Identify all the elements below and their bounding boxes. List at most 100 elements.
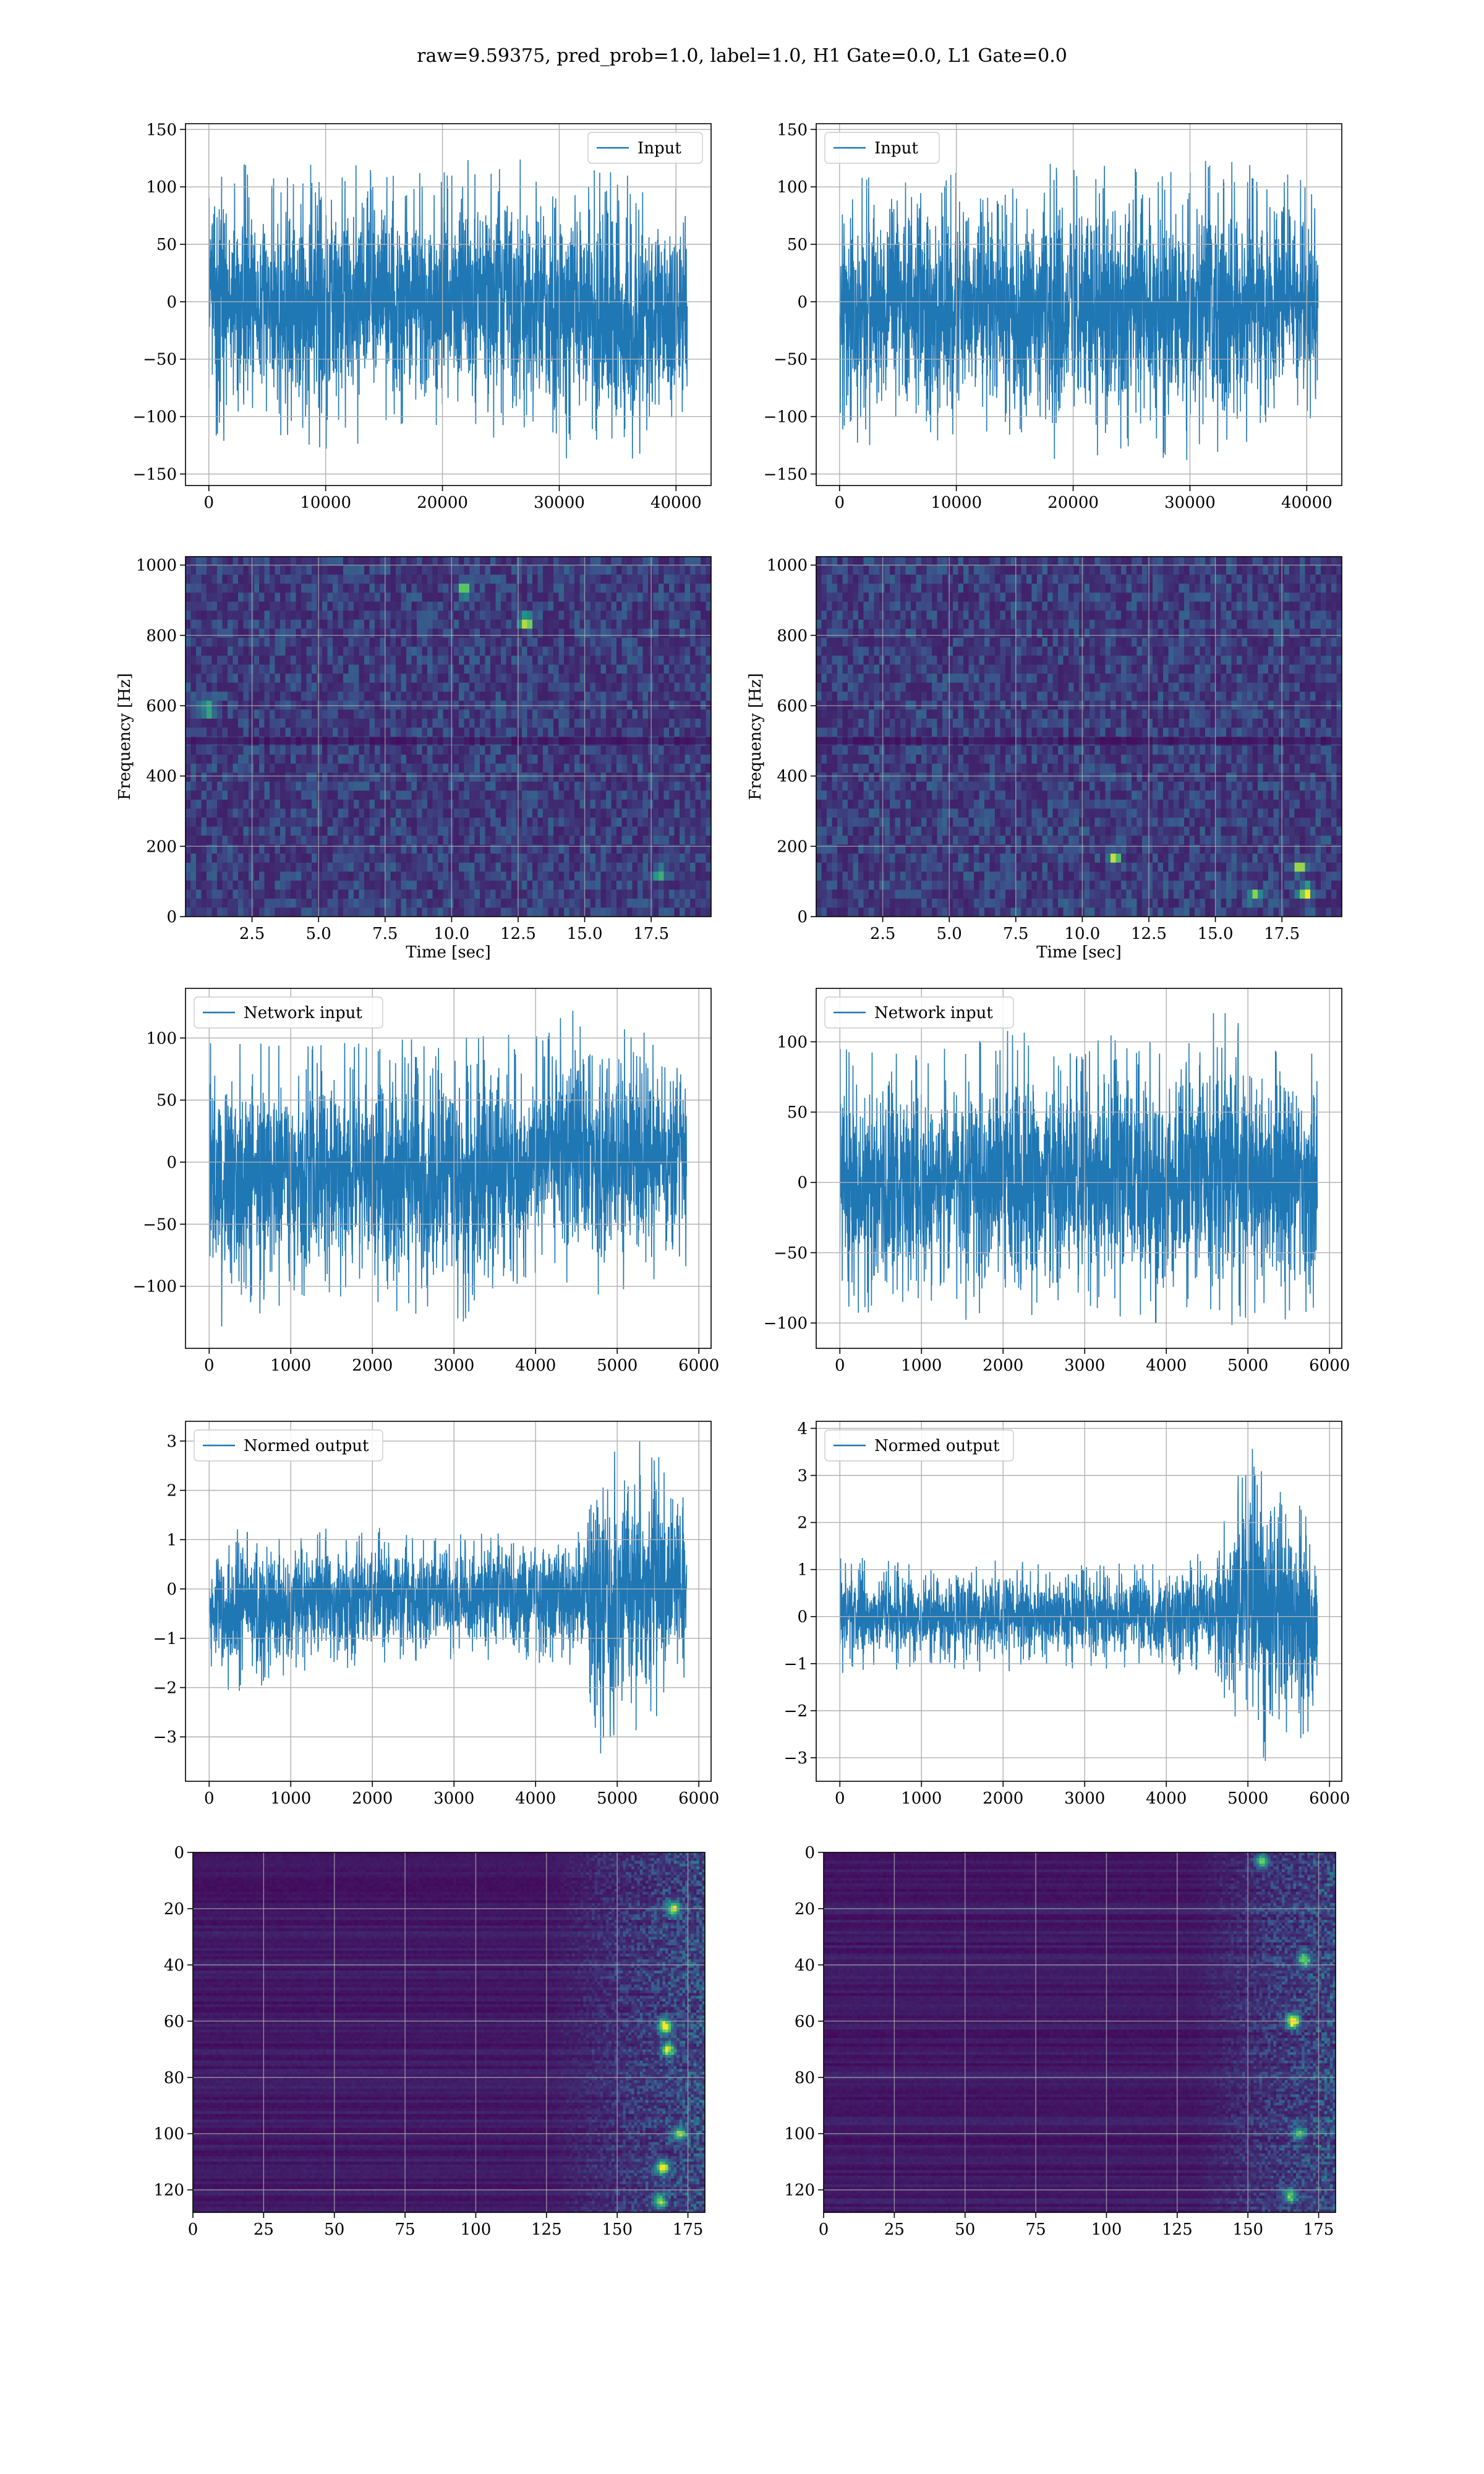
axes-frame <box>823 1852 1336 2213</box>
y-tick-label: 4 <box>797 1419 808 1438</box>
spectral-band <box>816 737 1342 745</box>
legend-box <box>194 996 383 1029</box>
legend: Network input <box>194 996 383 1029</box>
series-line <box>839 1013 1318 1325</box>
legend: Normed output <box>824 1429 1014 1462</box>
chart-l1-spectrogram: 2.5 5.0 7.5 10.0 12.5 15.0 17.5 0 200 400 600 800 10… <box>746 556 1342 962</box>
x-tick-label: 17.5 <box>1264 925 1300 943</box>
x-tick-label: 100 <box>1091 2220 1122 2239</box>
y-tick-label: −50 <box>774 351 808 369</box>
y-tick-label: 3 <box>797 1466 808 1485</box>
chart-h1-spectrogram: 2.5 5.0 7.5 10.0 12.5 15.0 17.5 0 200 400 600 800 10… <box>116 556 712 962</box>
x-tick-label: 2000 <box>983 1356 1023 1375</box>
series-line <box>208 1441 688 1754</box>
y-tick-label: −3 <box>784 1749 808 1768</box>
x-tick-label: 10.0 <box>1064 925 1100 943</box>
y-tick-label: 20 <box>164 1900 184 1919</box>
y-tick-label: 0 <box>797 908 808 927</box>
y-tick-label: 2 <box>166 1482 177 1500</box>
x-tick-label: 125 <box>531 2220 562 2239</box>
x-tick-label: 0 <box>204 494 215 512</box>
x-tick-label: 50 <box>955 2220 975 2239</box>
axes-frame <box>185 988 712 1349</box>
x-tick-label: 3000 <box>433 1356 474 1375</box>
y-tick-label: 50 <box>156 236 177 254</box>
legend: Network input <box>824 996 1014 1029</box>
y-tick-label: 100 <box>153 2125 184 2144</box>
legend-label: Normed output <box>244 1437 369 1455</box>
x-tick-label: 7.5 <box>1003 925 1028 943</box>
heatmap-cells <box>193 1852 705 2212</box>
y-tick-label: 3 <box>166 1432 177 1451</box>
x-tick-label: 100 <box>461 2220 492 2239</box>
y-tick-label: −100 <box>133 1278 177 1296</box>
y-tick-label: 600 <box>146 697 177 716</box>
y-tick-label: −150 <box>764 465 808 484</box>
series-line <box>208 1011 688 1327</box>
x-tick-label: 150 <box>602 2220 633 2239</box>
x-tick-label: 4000 <box>1146 1356 1187 1375</box>
chart-l1-input: 0 10000 20000 30000 40000 −150 −100 −50 0 50 100 15… <box>764 121 1342 512</box>
y-axis-label: Frequency [Hz] <box>746 673 765 800</box>
x-axis-label: Time [sec] <box>406 943 491 962</box>
x-tick-label: 5.0 <box>306 925 331 943</box>
axes-frame <box>185 1421 712 1782</box>
axes-frame <box>816 556 1342 917</box>
x-tick-label: 75 <box>395 2220 416 2239</box>
heatmap-cells <box>186 557 711 917</box>
y-tick-label: 1000 <box>136 557 177 575</box>
y-tick-label: 50 <box>787 1103 808 1122</box>
chart-l1-network-input: 0 1000 2000 3000 4000 5000 6000 −100 −50 0 50 100 Ne… <box>764 988 1350 1375</box>
x-tick-label: 5.0 <box>937 925 962 943</box>
legend-label: Input <box>638 139 681 158</box>
y-tick-label: 60 <box>795 2013 815 2031</box>
x-tick-label: 3000 <box>433 1789 474 1808</box>
y-tick-label: −100 <box>133 408 177 427</box>
legend: Input <box>587 132 703 164</box>
chart-h1-network-input: 0 1000 2000 3000 4000 5000 6000 −100 −50 0 50 100 Ne… <box>133 988 719 1375</box>
y-tick-label: 150 <box>777 121 808 139</box>
x-tick-label: 10000 <box>300 494 351 512</box>
x-tick-label: 75 <box>1026 2220 1046 2239</box>
legend-box <box>194 1429 383 1462</box>
x-tick-label: 4000 <box>515 1789 556 1808</box>
legend-box <box>587 132 703 164</box>
y-tick-label: 100 <box>146 178 177 197</box>
x-tick-label: 5000 <box>597 1789 638 1808</box>
y-tick-label: 400 <box>146 768 177 786</box>
heatmap-cells <box>824 1852 1336 2212</box>
x-tick-label: 2000 <box>352 1789 393 1808</box>
y-tick-label: 0 <box>797 293 808 312</box>
y-tick-label: 0 <box>174 1844 184 1862</box>
x-tick-label: 17.5 <box>633 925 669 943</box>
y-tick-label: 60 <box>164 2013 184 2031</box>
legend: Normed output <box>194 1429 383 1462</box>
x-tick-label: 6000 <box>1309 1356 1350 1375</box>
y-tick-label: 400 <box>777 768 808 786</box>
x-tick-label: 50 <box>324 2220 344 2239</box>
y-tick-label: −50 <box>143 1215 177 1234</box>
x-tick-label: 2000 <box>352 1356 393 1375</box>
series-line <box>839 1449 1318 1761</box>
spectral-band <box>186 737 711 745</box>
x-tick-label: 1000 <box>901 1356 942 1375</box>
x-tick-label: 3000 <box>1064 1356 1105 1375</box>
x-tick-label: 12.5 <box>500 925 536 943</box>
heatmap-cells <box>816 557 1342 917</box>
y-tick-label: 800 <box>777 627 808 645</box>
legend-box <box>824 132 940 164</box>
y-tick-label: 0 <box>166 1154 177 1172</box>
x-tick-label: 0 <box>835 1789 845 1808</box>
y-tick-label: 1 <box>797 1561 808 1580</box>
y-tick-label: −2 <box>153 1679 177 1698</box>
x-tick-label: 0 <box>188 2220 198 2239</box>
x-tick-label: 0 <box>204 1789 215 1808</box>
series-line <box>839 161 1319 460</box>
y-tick-label: 0 <box>166 908 177 927</box>
x-tick-label: 1000 <box>901 1789 942 1808</box>
x-tick-label: 2000 <box>983 1789 1023 1808</box>
y-tick-label: 100 <box>146 1029 177 1048</box>
y-tick-label: 40 <box>795 1956 815 1975</box>
y-tick-label: 1 <box>166 1531 177 1549</box>
y-tick-label: −1 <box>153 1630 177 1648</box>
